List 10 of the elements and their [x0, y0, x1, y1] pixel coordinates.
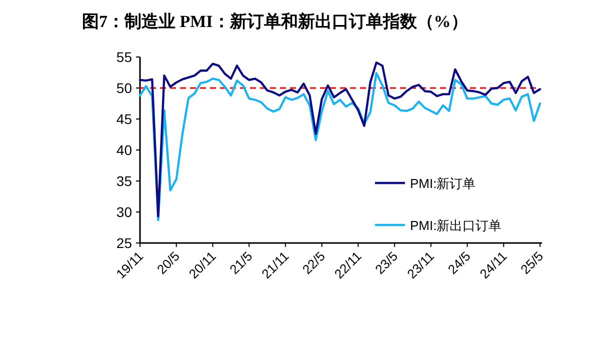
y-tick-label: 40 — [116, 142, 132, 158]
y-tick-label: 30 — [116, 204, 132, 220]
y-tick-label: 55 — [116, 49, 132, 65]
legend-label: PMI:新出口订单 — [410, 218, 502, 233]
y-tick-label: 45 — [116, 111, 132, 127]
y-tick-label: 25 — [116, 235, 132, 251]
y-tick-label: 50 — [116, 80, 132, 96]
y-tick-label: 35 — [116, 173, 132, 189]
legend-label: PMI:新订单 — [410, 176, 476, 191]
chart-title: 图7：制造业 PMI：新订单和新出口订单指数（%） — [82, 12, 468, 31]
